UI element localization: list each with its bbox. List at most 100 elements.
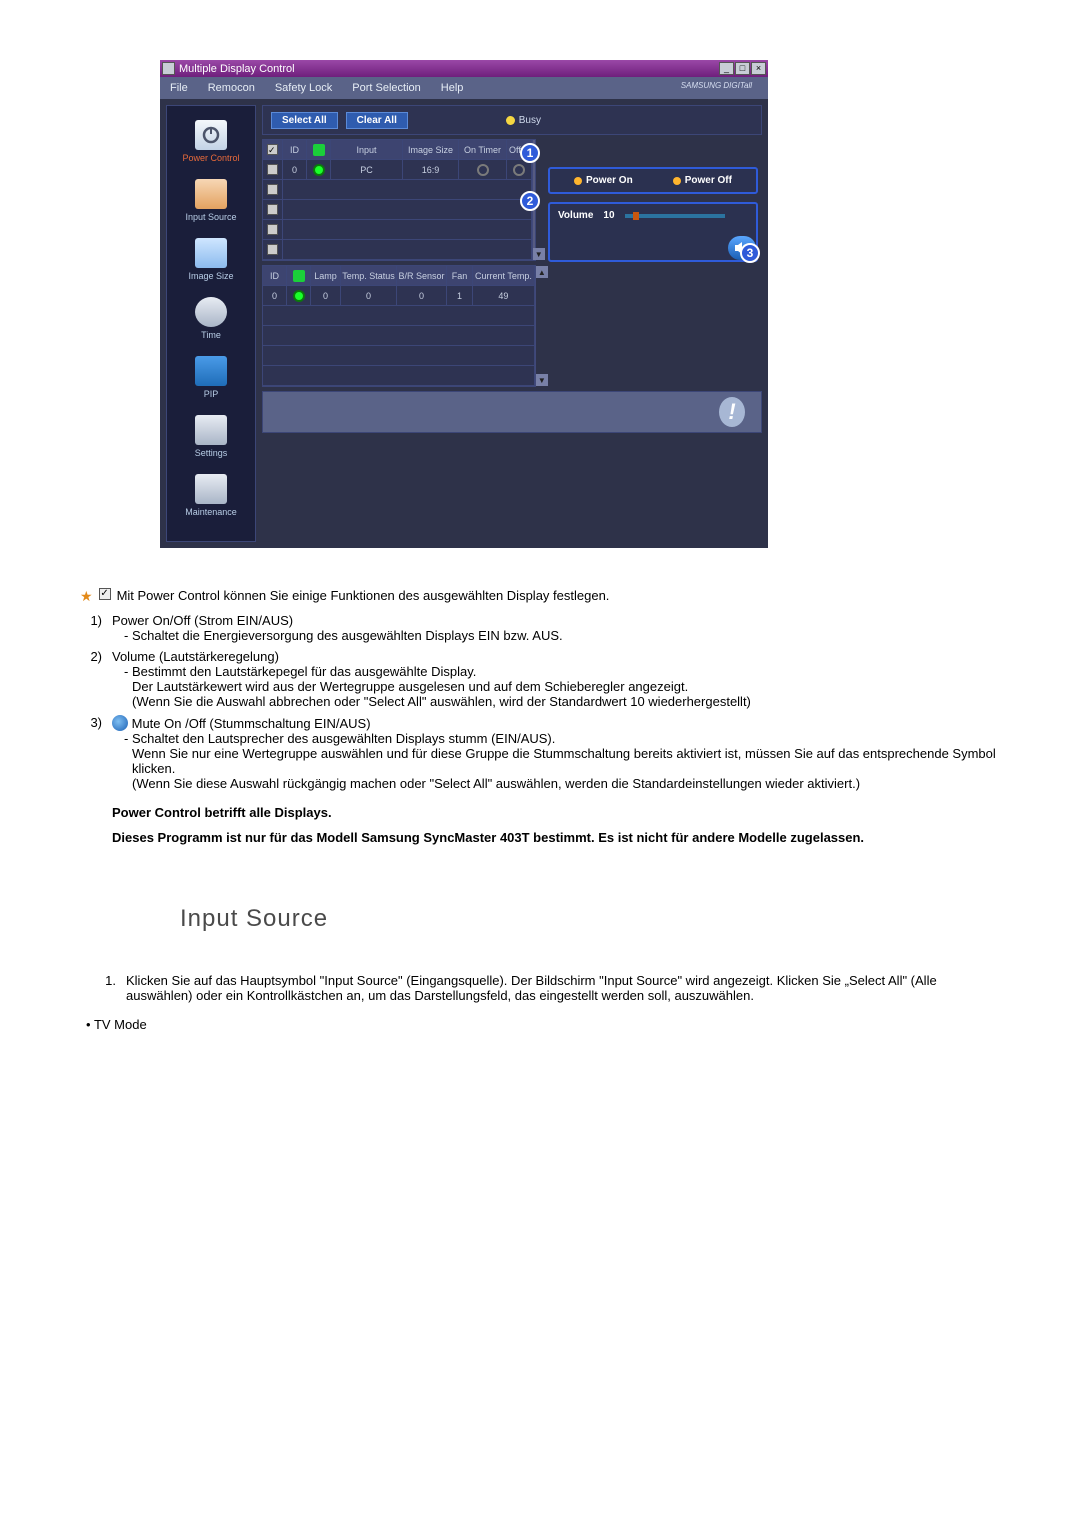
sidebar-item-maintenance[interactable]: Maintenance <box>167 468 255 527</box>
table-row <box>263 306 535 326</box>
table-row[interactable]: 0 PC 16:9 <box>263 160 532 180</box>
star-icon: ★ <box>80 588 93 605</box>
volume-control-group: Volume 10 <box>548 202 758 262</box>
busy-indicator: Busy <box>506 112 541 129</box>
sidebar-label: Time <box>201 330 221 340</box>
maximize-button[interactable]: □ <box>735 62 750 75</box>
sidebar-label: Settings <box>195 448 228 458</box>
menu-help[interactable]: Help <box>431 82 474 94</box>
sidebar: Power Control Input Source Image Size Ti… <box>166 105 256 542</box>
status-bar: ! <box>262 391 762 433</box>
info-icon[interactable]: ! <box>719 397 745 427</box>
menubar: File Remocon Safety Lock Port Selection … <box>160 77 768 99</box>
maintenance-icon <box>195 474 227 504</box>
status-table: ID Lamp Temp. Status B/R Sensor Fan Curr… <box>262 265 536 387</box>
volume-label: Volume <box>558 210 593 221</box>
intro-line: ★ Mit Power Control können Sie einige Fu… <box>80 588 1000 605</box>
sidebar-label: Maintenance <box>185 507 237 517</box>
power-on-icon <box>293 290 305 302</box>
sidebar-item-settings[interactable]: Settings <box>167 409 255 468</box>
speaker-icon <box>112 715 128 731</box>
power-on-icon <box>313 164 325 176</box>
volume-slider[interactable] <box>625 214 725 218</box>
minimize-button[interactable]: _ <box>719 62 734 75</box>
bullet-item: • TV Mode <box>86 1017 1000 1032</box>
list-item-1: 1) Power On/Off (Strom EIN/AUS) - Schalt… <box>82 613 1000 643</box>
timer-off-icon <box>477 164 489 176</box>
section-heading: Input Source <box>180 905 1000 933</box>
row-checkbox[interactable] <box>267 184 278 195</box>
app-icon <box>162 62 175 75</box>
window-title: Multiple Display Control <box>179 63 295 75</box>
power-state-icon <box>313 144 325 156</box>
col-input: Input <box>331 140 403 160</box>
power-state-icon <box>293 270 305 282</box>
sidebar-item-pip[interactable]: PIP <box>167 350 255 409</box>
brand-logo: SAMSUNG DIGITall <box>671 81 762 90</box>
table-row[interactable]: 0 0 0 0 1 49 <box>263 286 535 306</box>
settings-icon <box>195 415 227 445</box>
row-checkbox[interactable] <box>267 204 278 215</box>
menu-remocon[interactable]: Remocon <box>198 82 265 94</box>
sidebar-item-time[interactable]: Time <box>167 291 255 350</box>
menu-port-selection[interactable]: Port Selection <box>342 82 430 94</box>
checkbox-icon <box>99 588 111 600</box>
table-row <box>263 366 535 386</box>
sidebar-label: Power Control <box>182 153 239 163</box>
sidebar-item-input-source[interactable]: Input Source <box>167 173 255 232</box>
menu-file[interactable]: File <box>160 82 198 94</box>
bold-note: Dieses Programm ist nur für das Modell S… <box>112 830 1000 845</box>
list-item-2: 2) Volume (Lautstärkeregelung) - Bestimm… <box>82 649 1000 709</box>
display-table: ID Input Image Size On Timer Off T 0 <box>262 139 536 261</box>
app-window: Multiple Display Control _ □ × File Remo… <box>160 60 768 548</box>
table-header-row: ID Input Image Size On Timer Off T <box>263 140 532 160</box>
pip-icon <box>195 356 227 386</box>
titlebar[interactable]: Multiple Display Control _ □ × <box>160 60 768 77</box>
power-icon <box>195 120 227 150</box>
col-image-size: Image Size <box>403 140 459 160</box>
table-header-row: ID Lamp Temp. Status B/R Sensor Fan Curr… <box>263 266 535 286</box>
row-checkbox[interactable] <box>267 244 278 255</box>
table-row <box>263 326 535 346</box>
right-controls: Power On Power Off Volume 10 <box>544 139 762 387</box>
ordered-item: 1. Klicken Sie auf das Hauptsymbol "Inpu… <box>96 973 1000 1003</box>
sidebar-label: Input Source <box>185 212 236 222</box>
scrollbar[interactable]: ▲ ▼ <box>535 266 536 386</box>
table-row <box>263 346 535 366</box>
row-checkbox[interactable] <box>267 164 278 175</box>
header-checkbox[interactable] <box>267 144 278 155</box>
callout-3: 3 <box>740 243 760 263</box>
select-all-button[interactable]: Select All <box>271 112 338 129</box>
clear-all-button[interactable]: Clear All <box>346 112 408 129</box>
table-row <box>263 180 532 200</box>
input-source-icon <box>195 179 227 209</box>
main-panel: Select All Clear All Busy <box>262 105 762 542</box>
sidebar-item-image-size[interactable]: Image Size <box>167 232 255 291</box>
callout-1: 1 <box>520 143 540 163</box>
toolbar: Select All Clear All Busy <box>262 105 762 135</box>
sidebar-label: PIP <box>204 389 219 399</box>
list-item-3: 3) Mute On /Off (Stummschaltung EIN/AUS)… <box>82 715 1000 845</box>
sidebar-item-power-control[interactable]: Power Control <box>167 114 255 173</box>
time-icon <box>195 297 227 327</box>
radio-icon <box>673 177 681 185</box>
table-row <box>263 240 532 260</box>
busy-dot-icon <box>506 116 515 125</box>
table-row <box>263 220 532 240</box>
menu-safety-lock[interactable]: Safety Lock <box>265 82 342 94</box>
callout-2: 2 <box>520 191 540 211</box>
scroll-down-icon[interactable]: ▼ <box>533 248 545 260</box>
radio-icon <box>574 177 582 185</box>
table-row <box>263 200 532 220</box>
col-id: ID <box>283 140 307 160</box>
bold-note: Power Control betrifft alle Displays. <box>112 805 1000 820</box>
row-checkbox[interactable] <box>267 224 278 235</box>
power-control-group: Power On Power Off <box>548 167 758 194</box>
power-on-option[interactable]: Power On <box>574 175 633 186</box>
close-button[interactable]: × <box>751 62 766 75</box>
col-on-timer: On Timer <box>459 140 507 160</box>
image-size-icon <box>195 238 227 268</box>
timer-off-icon <box>513 164 525 176</box>
volume-value: 10 <box>603 210 614 221</box>
power-off-option[interactable]: Power Off <box>673 175 732 186</box>
